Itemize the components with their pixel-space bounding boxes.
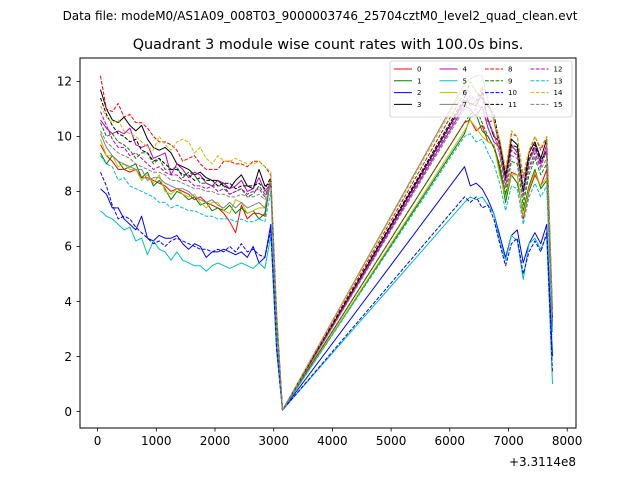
y-axis: 0 2 4 6 8 10 12 [57,75,80,419]
series-line-9 [100,108,553,411]
x-tick-label: 8000 [552,434,583,448]
legend-label-7: 7 [463,101,467,109]
series-line-3 [100,89,553,411]
legend-label-12: 12 [554,66,563,74]
x-axis: 0 1000 2000 3000 4000 5000 6000 7000 8000 [94,428,583,448]
series-line-14 [100,80,553,411]
x-tick-label: 4000 [317,434,348,448]
plot-lines [100,75,553,411]
legend-label-5: 5 [463,77,467,85]
x-tick-label: 0 [94,434,102,448]
x-tick-label: 1000 [141,434,172,448]
y-tick-label: 0 [64,405,72,419]
series-line-1 [100,113,553,411]
x-tick-label: 7000 [493,434,524,448]
x-tick-label: 3000 [258,434,289,448]
x-tick-label: 6000 [435,434,466,448]
x-tick-label: 2000 [200,434,231,448]
series-line-11 [100,80,553,411]
legend-label-11: 11 [508,101,517,109]
legend-label-10: 10 [508,89,517,97]
x-tick-label: 5000 [376,434,407,448]
legend-label-15: 15 [554,101,563,109]
y-tick-label: 8 [64,185,72,199]
chart-title: Quadrant 3 module wise count rates with … [133,37,524,53]
legend-label-13: 13 [554,77,563,85]
series-line-15 [100,97,553,411]
legend-label-2: 2 [417,89,421,97]
legend-box [389,60,573,118]
series-line-5 [100,196,553,411]
series-line-13 [100,133,553,411]
x-offset-label: +3.3114e8 [509,455,576,469]
legend-label-8: 8 [508,66,512,74]
y-tick-label: 2 [64,350,72,364]
legend-label-9: 9 [508,77,512,85]
y-tick-label: 12 [57,75,72,89]
legend-label-4: 4 [463,66,468,74]
series-line-4 [100,105,553,411]
chart-suptitle: Data file: modeM0/AS1A09_008T03_90000037… [63,9,578,23]
series-line-2 [100,166,553,411]
series-line-10 [100,172,553,411]
legend-label-14: 14 [554,89,563,97]
legend-label-3: 3 [417,101,421,109]
series-line-12 [100,94,553,411]
legend-label-0: 0 [417,66,421,74]
legend-label-6: 6 [463,89,468,97]
y-tick-label: 6 [64,240,72,254]
y-tick-label: 10 [57,130,72,144]
y-tick-label: 4 [64,295,72,309]
series-line-6 [100,119,553,411]
axes-frame [79,57,577,429]
legend-label-1: 1 [417,77,421,85]
